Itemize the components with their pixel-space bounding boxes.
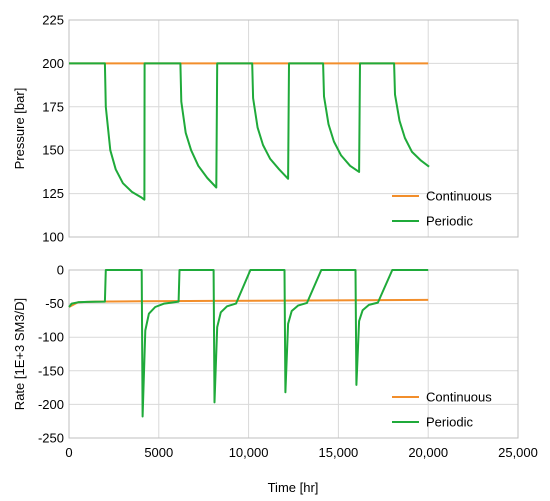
x-tick-label: 10,000	[229, 445, 269, 460]
legend-label-continuous: Continuous	[426, 189, 492, 204]
y-tick-label: 125	[42, 186, 64, 201]
x-tick-label: 5000	[144, 445, 173, 460]
y-axis-title: Pressure [bar]	[12, 88, 27, 170]
x-axis-title: Time [hr]	[268, 480, 319, 495]
x-tick-label: 20,000	[408, 445, 448, 460]
y-tick-label: -250	[38, 431, 64, 446]
series-line-periodic	[69, 62, 430, 201]
pressure-panel: 100 125 150 175 200 225 Pressure [bar] Continuo…	[12, 13, 519, 245]
x-tick-label: 25,000	[498, 445, 538, 460]
y-tick-label: 175	[42, 99, 64, 114]
plot-frame	[68, 19, 519, 238]
y-tick-label: -50	[45, 296, 64, 311]
legend-label-periodic: Periodic	[426, 214, 473, 229]
y-tick-label: 200	[42, 56, 64, 71]
x-tick-label: 0	[65, 445, 72, 460]
plot-frame	[68, 269, 519, 439]
y-tick-label: 0	[57, 263, 64, 278]
y-tick-label: -200	[38, 397, 64, 412]
y-tick-label: 100	[42, 230, 64, 245]
x-tick-label: 15,000	[319, 445, 359, 460]
legend-label-periodic: Periodic	[426, 415, 473, 430]
y-tick-label: -100	[38, 330, 64, 345]
shared-x-axis: 0 5000 10,000 15,000 20,000 25,000	[65, 445, 538, 460]
legend-label-continuous: Continuous	[426, 390, 492, 405]
rate-panel: -250 -200 -150 -100 -50 0 Rate [1E+3 SM3/D] Con…	[12, 263, 519, 446]
y-tick-label: 225	[42, 13, 64, 28]
y-axis-title: Rate [1E+3 SM3/D]	[12, 298, 27, 410]
series-line-periodic	[68, 269, 429, 418]
y-tick-label: 150	[42, 143, 64, 158]
y-tick-label: -150	[38, 363, 64, 378]
